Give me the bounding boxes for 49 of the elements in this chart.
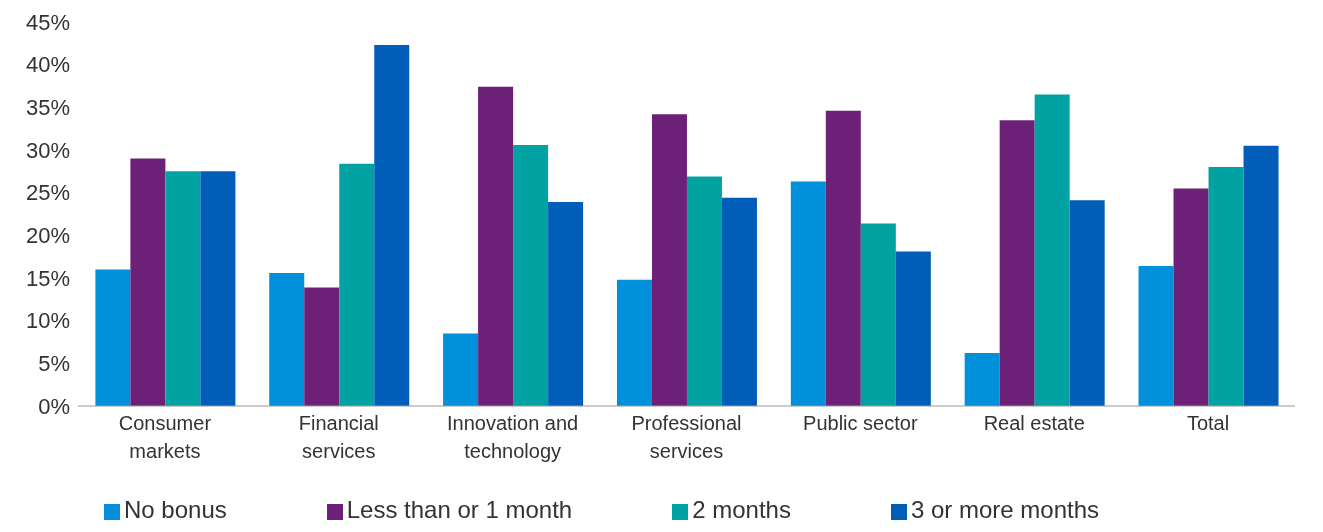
bar	[651, 114, 687, 406]
bar	[616, 279, 652, 406]
y-tick-label: 35%	[25, 95, 70, 121]
y-tick-label: 30%	[25, 137, 70, 163]
legend-label: Less than or 1 month	[346, 496, 573, 523]
x-tick-label: Consumer markets	[118, 412, 212, 462]
bar	[790, 181, 826, 406]
bar	[825, 110, 861, 406]
bar	[374, 45, 410, 406]
y-tick-label: 40%	[25, 52, 70, 78]
bar	[1069, 200, 1105, 406]
legend-label: No bonus	[123, 496, 227, 523]
bar	[478, 86, 514, 406]
bar	[860, 223, 896, 406]
x-tick-label: Real estate	[983, 412, 1085, 434]
y-tick-label: 10%	[25, 308, 70, 334]
y-tick-label: 25%	[25, 180, 70, 206]
x-tick-label: Innovation and technology	[447, 412, 579, 462]
y-tick-label: 0%	[38, 393, 70, 419]
bar	[1138, 266, 1174, 406]
bar	[513, 144, 549, 406]
bar	[895, 251, 931, 406]
bar	[165, 171, 201, 406]
bar	[304, 287, 340, 406]
y-tick-label: 5%	[38, 351, 70, 377]
legend-label: 3 or more months	[910, 496, 1099, 523]
bar	[130, 158, 166, 406]
x-tick-label: Public sector	[803, 412, 918, 434]
bar	[964, 353, 1000, 406]
y-tick-label: 20%	[25, 223, 70, 249]
y-tick-label: 15%	[25, 265, 70, 291]
bar	[1208, 167, 1244, 406]
bar	[548, 202, 584, 406]
bar	[999, 120, 1035, 406]
legend-label: 2 months	[692, 496, 791, 523]
bar	[1034, 94, 1070, 406]
bar	[1173, 188, 1209, 406]
y-tick-label: 45%	[25, 9, 70, 35]
bar	[200, 171, 236, 406]
bar	[269, 272, 305, 406]
bar	[443, 333, 479, 406]
bar	[95, 269, 131, 406]
bar	[339, 163, 375, 406]
bar	[686, 176, 722, 406]
x-tick-label: Total	[1186, 412, 1230, 434]
x-tick-label: Professional services	[631, 412, 742, 462]
x-tick-label: Financial services	[298, 412, 379, 462]
bar	[1243, 145, 1279, 406]
bar	[721, 197, 757, 406]
